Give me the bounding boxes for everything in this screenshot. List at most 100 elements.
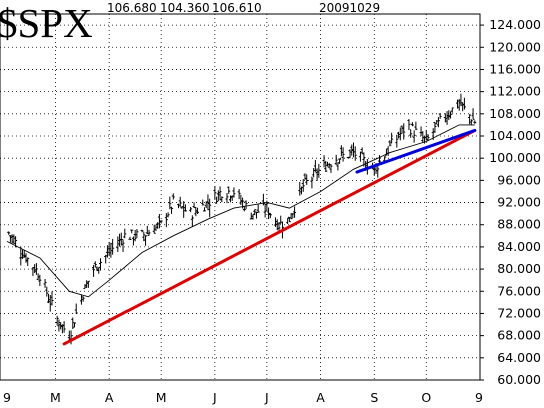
ohlc-bar <box>213 186 217 200</box>
ohlc-bar <box>159 220 163 224</box>
ohlc-bar <box>170 206 174 214</box>
ohlc-bar <box>166 212 170 218</box>
ohlc-bar <box>86 280 90 288</box>
ohlc-bar <box>157 214 161 229</box>
ohlc-bar <box>34 263 38 275</box>
ohlc-bar <box>131 236 135 246</box>
ohlc-bar <box>419 126 423 136</box>
x-tick-label: J <box>212 390 217 405</box>
ohlc-bar <box>352 142 356 158</box>
ohlc-bar <box>447 110 451 121</box>
ohlc-bar <box>7 231 11 235</box>
ohlc-bar <box>164 213 168 228</box>
ohlc-bar <box>43 278 47 288</box>
ohlc-bar <box>133 229 137 242</box>
ohlc-bar <box>329 164 333 173</box>
ohlc-bar <box>204 201 208 209</box>
ohlc-bar <box>305 174 309 185</box>
ohlc-bar <box>135 229 139 238</box>
ohlc-bar <box>168 196 172 210</box>
ohlc-bar <box>409 129 413 138</box>
x-tick-label: A <box>105 390 114 405</box>
ohlc-bar <box>450 107 454 113</box>
ohlc-bar <box>360 147 364 155</box>
open-value: 106.680 <box>107 1 157 15</box>
ohlc-bar <box>123 228 127 239</box>
x-tick-label: 9 <box>475 390 483 405</box>
ohlc-bar <box>242 206 246 212</box>
ohlc-bar <box>426 134 430 142</box>
y-tick-label: 108.000 <box>489 106 541 121</box>
ohlc-bar <box>433 122 437 133</box>
y-tick-label: 104.000 <box>489 128 541 143</box>
date-label: 20091029 <box>319 1 380 15</box>
ohlc-bar <box>436 117 440 128</box>
grid-lines <box>0 14 480 381</box>
ohlc-bar <box>348 149 352 159</box>
x-tick-label: O <box>421 390 431 405</box>
ohlc-bar <box>400 125 404 134</box>
ohlc-bar <box>377 155 381 164</box>
y-tick-label: 76.000 <box>497 283 541 298</box>
x-tick-label: A <box>316 390 325 405</box>
ohlc-bar <box>140 229 144 233</box>
ohlc-bar <box>26 257 30 267</box>
ohlc-bar <box>192 202 196 209</box>
ohlc-bar <box>83 284 87 290</box>
ohlc-bar <box>85 280 89 288</box>
ohlc-bar <box>12 234 16 244</box>
red-trendline <box>62 128 477 346</box>
ohlc-bar <box>397 131 401 139</box>
ohlc-bar <box>36 273 40 281</box>
ohlc-bar <box>225 193 229 204</box>
ohlc-bar <box>291 213 295 218</box>
ohlc-bar <box>92 264 96 277</box>
ohlc-bar <box>176 203 180 209</box>
ohlc-bar <box>326 161 330 167</box>
ohlc-bar <box>398 127 402 141</box>
ohlc-bar <box>263 204 267 218</box>
ohlc-bar <box>293 206 297 218</box>
ohlc-bar <box>338 158 342 164</box>
ohlc-bar <box>81 296 85 302</box>
ohlc-bar <box>152 224 156 234</box>
ohlc-bar <box>227 186 231 194</box>
ohlc-bar <box>298 181 302 196</box>
ohlc-bar <box>287 216 291 223</box>
ohlc-bar <box>438 113 442 119</box>
ohlc-bar <box>156 222 160 229</box>
ohlc-bar <box>104 254 108 264</box>
ohlc-bar <box>395 134 399 148</box>
x-tick-label: M <box>156 390 167 405</box>
y-tick-label: 68.000 <box>497 328 541 343</box>
ohlc-bar <box>73 322 77 328</box>
ohlc-bar <box>244 200 248 210</box>
ohlc-bar <box>154 224 158 232</box>
ohlc-bar <box>144 235 148 246</box>
ohlc-bar <box>390 132 394 144</box>
ohlc-bar <box>410 122 414 127</box>
ohlc-bar <box>327 162 331 169</box>
y-tick-label: 64.000 <box>497 350 541 365</box>
ohlc-bar <box>301 179 305 192</box>
ohlc-bar <box>119 232 123 246</box>
ohlc-bar <box>19 246 23 266</box>
y-tick-label: 84.000 <box>497 239 541 254</box>
ohlc-bar <box>317 163 321 178</box>
ohlc-bar <box>194 207 198 217</box>
y-tick-label: 116.000 <box>489 61 541 76</box>
ohlc-bar <box>303 173 307 180</box>
x-tick-label: M <box>50 390 61 405</box>
ohlc-bar <box>473 120 477 124</box>
y-tick-label: 72.000 <box>497 305 541 320</box>
ohlc-bar <box>31 266 35 277</box>
ohlc-bar <box>45 286 49 297</box>
ohlc-bar <box>268 212 272 219</box>
y-tick-label: 120.000 <box>489 39 541 54</box>
ohlc-bar <box>109 242 113 258</box>
ohlc-bar <box>99 258 103 271</box>
ohlc-bar <box>142 231 146 242</box>
ohlc-bar <box>279 215 283 224</box>
price-bars <box>7 93 477 345</box>
ohlc-bar <box>171 193 175 200</box>
